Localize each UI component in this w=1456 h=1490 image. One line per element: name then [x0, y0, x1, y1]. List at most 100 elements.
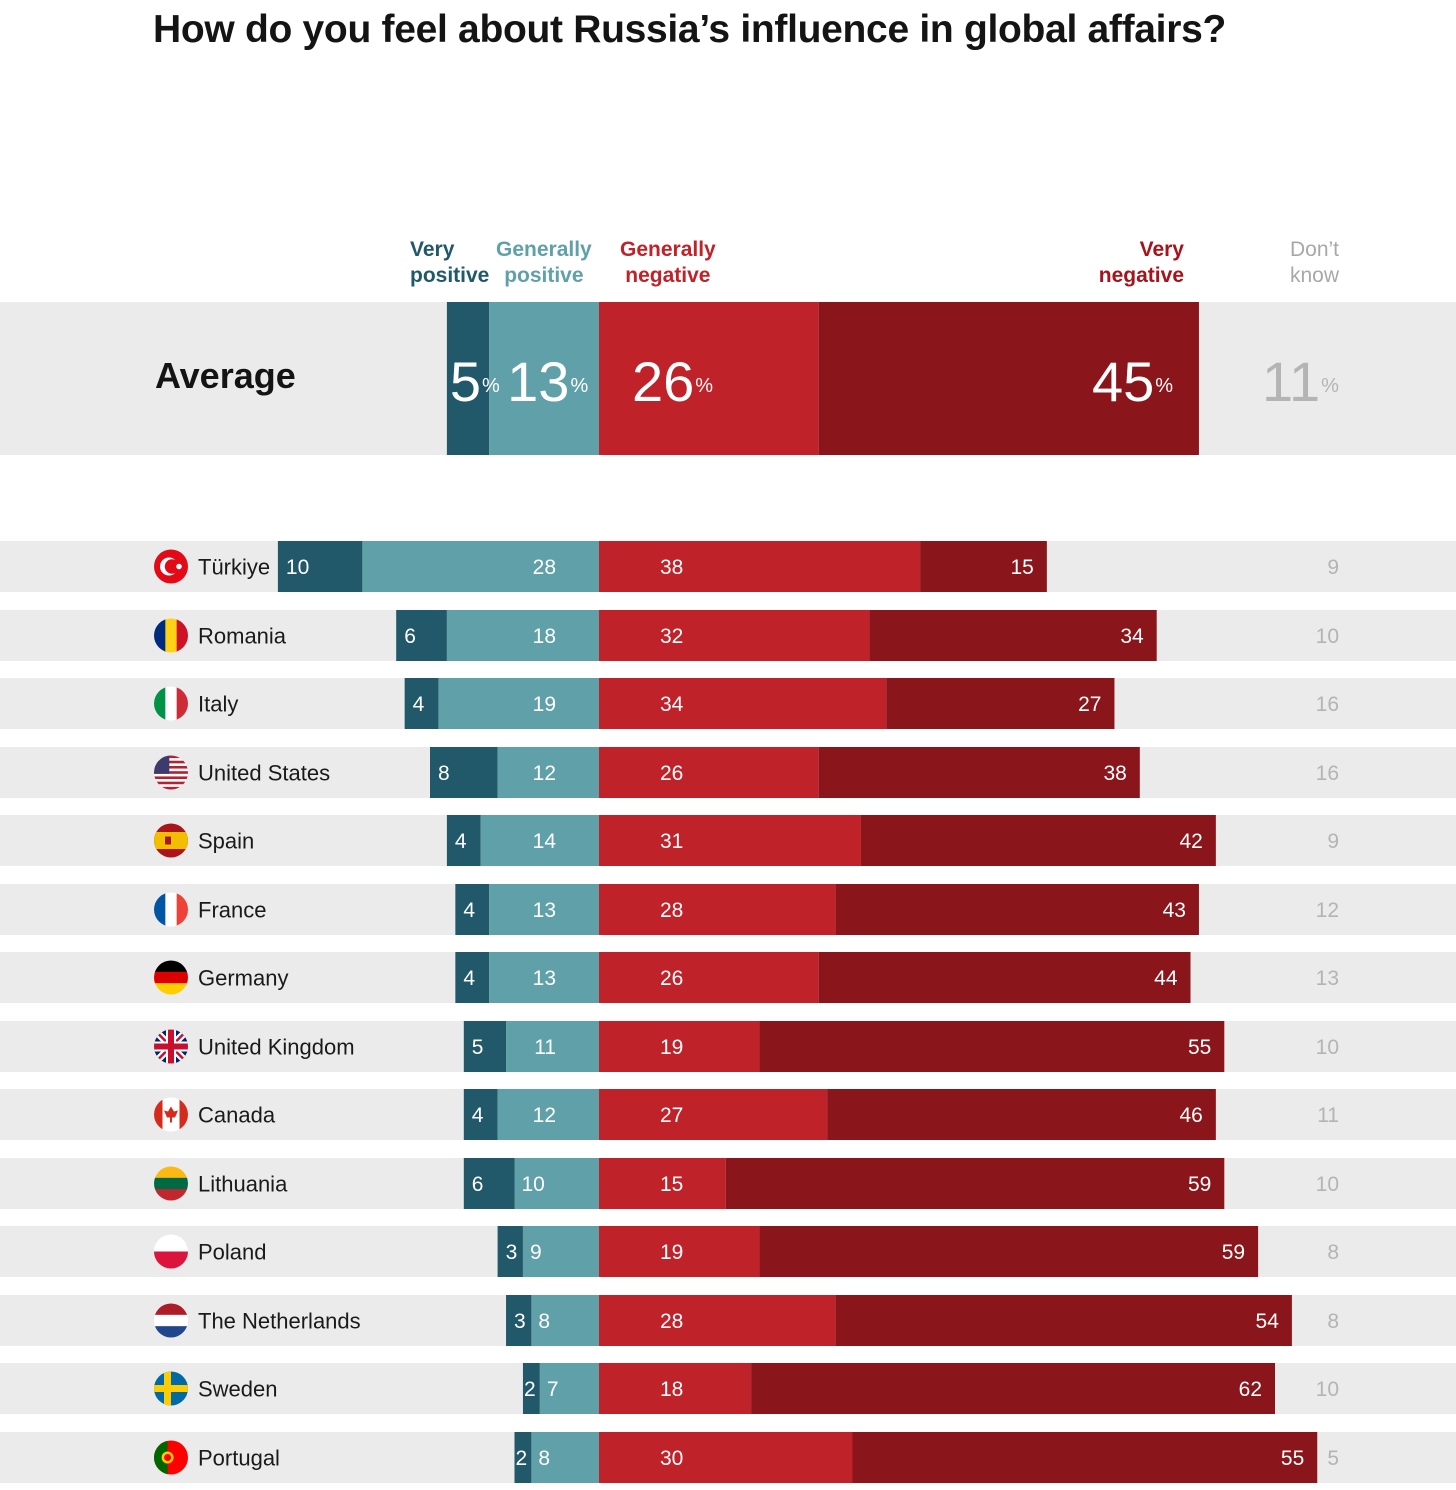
- row-portugal-country-label: Portugal: [198, 1446, 280, 1471]
- row-germany-generally-negative-value: 26: [660, 967, 683, 990]
- canada-flag-icon-canada: [154, 1097, 188, 1132]
- row-united-states-very-positive-value: 8: [438, 762, 450, 785]
- row-canada-generally-negative-bar: [599, 1089, 828, 1140]
- row-lithuania-generally-positive-value: 10: [522, 1173, 545, 1196]
- row-canada-generally-positive-value: 12: [533, 1104, 556, 1127]
- average-generally-negative-value: 26%: [632, 354, 713, 410]
- row-t-rkiye-generally-positive-bar: [362, 541, 599, 592]
- row-romania-country-label: Romania: [198, 624, 287, 649]
- average-generally-negative-unit: %: [695, 375, 714, 397]
- average-dont-know-number: 11: [1262, 350, 1321, 413]
- row-spain-very-positive-bar: [446, 815, 481, 866]
- row-france-generally-negative-value: 28: [660, 899, 683, 922]
- row-lithuania-country-label: Lithuania: [198, 1172, 288, 1197]
- row-sweden-country-label: Sweden: [198, 1377, 278, 1402]
- chart-title: How do you feel about Russia’s influence…: [153, 8, 1227, 51]
- row-united-kingdom-generally-negative-value: 19: [660, 1036, 683, 1059]
- row-united-states-very-negative-bar: [818, 747, 1140, 798]
- average-very-positive-unit: %: [482, 375, 500, 397]
- row-lithuania-very-positive-value: 6: [472, 1173, 484, 1196]
- row-germany-dont-know-value: 13: [1316, 967, 1339, 990]
- legend-generally-positive-line1: Generally: [496, 238, 592, 261]
- row-italy-generally-negative-bar: [599, 678, 887, 729]
- row-germany-country-label: Germany: [198, 966, 288, 991]
- row-sweden-generally-positive-value: 7: [547, 1378, 559, 1401]
- row-italy-generally-positive-value: 19: [533, 693, 556, 716]
- row-germany-very-negative-bar: [818, 952, 1191, 1003]
- row-spain-generally-negative-value: 31: [660, 830, 683, 853]
- row-sweden-very-negative-bar: [751, 1363, 1275, 1414]
- row-united-states-very-negative-value: 38: [1103, 762, 1126, 785]
- row-the-netherlands-dont-know-value: 8: [1327, 1310, 1339, 1333]
- row-france-very-positive-value: 4: [463, 899, 475, 922]
- row-italy-very-negative-bar: [886, 678, 1115, 729]
- row-united-kingdom-dont-know-value: 10: [1316, 1036, 1339, 1059]
- row-portugal-very-positive-value: 2: [516, 1447, 528, 1470]
- row-romania-generally-positive-value: 18: [533, 625, 556, 648]
- legend-generally-negative-line1: Generally: [620, 238, 716, 261]
- row-united-kingdom-very-negative-bar: [759, 1021, 1225, 1072]
- average-dont-know-value: 11%: [1262, 354, 1339, 410]
- legend-very-positive-line1: Very: [410, 238, 455, 261]
- average-generally-positive-unit: %: [570, 375, 589, 397]
- row-lithuania-very-positive-bar: [463, 1158, 515, 1209]
- row-united-kingdom-very-negative-value: 55: [1188, 1036, 1211, 1059]
- row-the-netherlands-country-label: The Netherlands: [198, 1309, 361, 1334]
- row-spain-country-label: Spain: [198, 829, 254, 854]
- row-lithuania-generally-positive-bar: [514, 1158, 599, 1209]
- row-t-rkiye-country-label: Türkiye: [198, 555, 270, 580]
- legend-very-negative-line1: Very: [1139, 238, 1184, 261]
- poland-flag-icon-poland: [154, 1234, 188, 1269]
- average-generally-negative-bar: [599, 302, 819, 455]
- row-canada-generally-negative-value: 27: [660, 1104, 683, 1127]
- turkey-flag-icon-t-rkiye: [154, 549, 188, 584]
- row-t-rkiye-very-negative-value: 15: [1010, 556, 1033, 579]
- row-t-rkiye-generally-negative-value: 38: [660, 556, 683, 579]
- row-t-rkiye-generally-negative-bar: [599, 541, 921, 592]
- average-very-negative-bar: [818, 302, 1199, 455]
- row-united-states-dont-know-value: 16: [1316, 762, 1339, 785]
- row-romania-very-positive-bar: [396, 610, 447, 661]
- row-poland-very-positive-value: 3: [506, 1241, 518, 1264]
- row-spain-generally-positive-value: 14: [533, 830, 557, 853]
- row-france-very-negative-value: 43: [1163, 899, 1186, 922]
- row-lithuania-very-negative-value: 59: [1188, 1173, 1211, 1196]
- row-united-states-generally-positive-value: 12: [533, 762, 556, 785]
- row-the-netherlands-very-negative-value: 54: [1256, 1310, 1280, 1333]
- row-italy-generally-negative-value: 34: [660, 693, 684, 716]
- row-sweden-very-negative-value: 62: [1239, 1378, 1262, 1401]
- legend-dont-know-line2: know: [1289, 264, 1339, 287]
- row-united-kingdom-generally-negative-bar: [599, 1021, 760, 1072]
- average-very-positive-number: 5: [449, 350, 482, 413]
- average-generally-positive-number: 13: [507, 350, 570, 413]
- average-very-negative-number: 45: [1091, 350, 1155, 413]
- row-poland-generally-positive-bar: [522, 1226, 599, 1277]
- row-the-netherlands-very-positive-bar: [506, 1295, 532, 1346]
- row-poland-generally-positive-value: 9: [530, 1241, 542, 1264]
- row-t-rkiye-generally-positive-value: 28: [533, 556, 556, 579]
- row-italy-very-positive-value: 4: [413, 693, 425, 716]
- row-lithuania-very-negative-bar: [725, 1158, 1225, 1209]
- row-spain-generally-positive-bar: [480, 815, 599, 866]
- row-spain-very-negative-value: 42: [1179, 830, 1202, 853]
- average-dont-know-unit: %: [1321, 375, 1339, 397]
- row-romania-very-negative-bar: [869, 610, 1157, 661]
- row-lithuania-dont-know-value: 10: [1316, 1173, 1339, 1196]
- row-poland-very-negative-bar: [759, 1226, 1259, 1277]
- row-romania-generally-positive-bar: [446, 610, 599, 661]
- row-italy-dont-know-value: 16: [1316, 693, 1339, 716]
- row-portugal-very-positive-bar: [514, 1432, 532, 1483]
- row-canada-very-negative-value: 46: [1179, 1104, 1202, 1127]
- row-france-generally-negative-bar: [599, 884, 836, 935]
- row-the-netherlands-generally-negative-value: 28: [660, 1310, 683, 1333]
- row-united-states-very-positive-bar: [430, 747, 498, 798]
- row-canada-dont-know-value: 11: [1317, 1104, 1339, 1127]
- row-the-netherlands-very-positive-value: 3: [514, 1310, 526, 1333]
- sweden-flag-icon-sweden: [154, 1371, 188, 1406]
- portugal-flag-icon-portugal: [154, 1440, 188, 1475]
- row-united-kingdom-country-label: United Kingdom: [198, 1035, 355, 1060]
- average-very-positive-bar: [446, 302, 490, 455]
- row-sweden-generally-negative-value: 18: [660, 1378, 683, 1401]
- legend-very-positive-line2: positive: [410, 264, 490, 287]
- row-united-states-generally-negative-bar: [599, 747, 819, 798]
